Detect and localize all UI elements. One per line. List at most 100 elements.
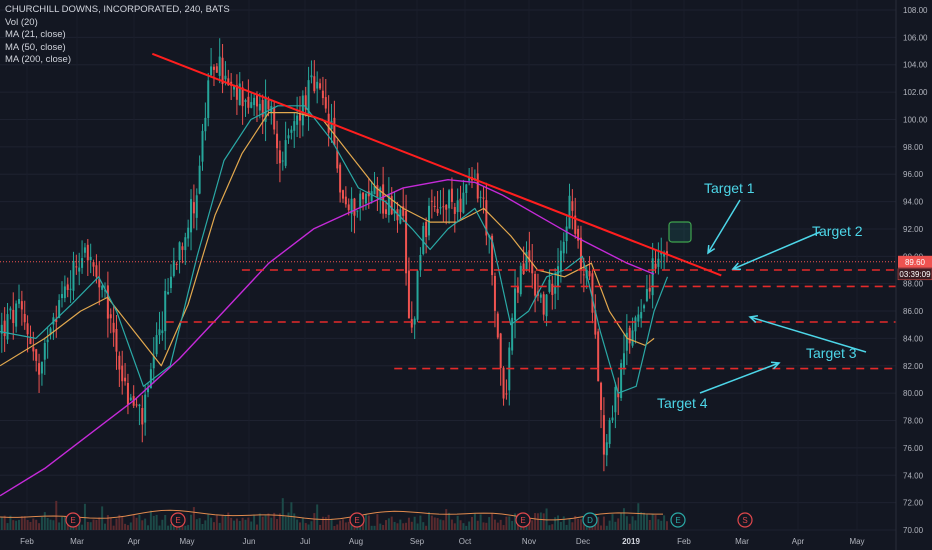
candle-body	[643, 305, 646, 309]
volume-bar	[665, 521, 668, 530]
volume-bar	[574, 515, 577, 530]
candle-body	[390, 196, 393, 215]
volume-bar	[410, 521, 413, 530]
candle-body	[319, 83, 322, 89]
volume-bar	[597, 517, 600, 530]
volume-bar	[625, 516, 628, 530]
volume-bar	[651, 513, 654, 530]
volume-bar	[341, 519, 344, 530]
volume-bar	[367, 515, 370, 530]
candle-body	[450, 188, 453, 202]
volume-bar	[557, 515, 560, 530]
volume-bar	[316, 504, 319, 530]
candle-body	[341, 190, 344, 199]
volume-bar	[508, 516, 511, 530]
candle-body	[465, 184, 468, 193]
volume-bar	[571, 522, 574, 530]
x-tick-label: Apr	[128, 537, 141, 546]
candle-body	[135, 404, 138, 406]
volume-bar	[164, 514, 167, 530]
volume-bar	[307, 524, 310, 530]
volume-bar	[407, 517, 410, 530]
time-axis[interactable]: Feb Mar Apr May Jun Jul Aug Sep Oct Nov Dec 2019 Feb…	[20, 537, 864, 546]
candle-body	[448, 190, 451, 209]
volume-bar	[645, 514, 648, 530]
volume-bar	[390, 516, 393, 530]
volume-bar	[187, 524, 190, 530]
volume-bar	[221, 515, 224, 530]
candle-body	[293, 121, 296, 131]
x-tick-label: May	[849, 537, 864, 546]
candle-body	[657, 258, 660, 267]
volume-bar	[491, 513, 494, 530]
candle-body	[436, 209, 439, 214]
y-tick-label: 104.00	[903, 61, 928, 70]
price-axis[interactable]: 108.00 106.00 104.00 102.00 100.00 98.00 96.00…	[895, 0, 932, 550]
volume-ma-line	[0, 509, 663, 521]
candle-body	[568, 195, 571, 229]
candle-body	[376, 185, 379, 197]
candle-body	[339, 164, 342, 193]
candle-body	[571, 201, 574, 211]
volume-bar	[250, 521, 253, 530]
legend-ma200[interactable]: MA (200, close)	[5, 54, 71, 65]
symbol-title[interactable]: CHURCHILL DOWNS, INCORPORATED, 240, BATS	[5, 4, 230, 15]
volume-bar	[373, 525, 376, 530]
volume-bar	[485, 522, 488, 530]
legend-ma21[interactable]: MA (21, close)	[5, 29, 66, 40]
candle-body	[313, 76, 316, 92]
x-tick-label: Dec	[576, 537, 590, 546]
volume-bar	[565, 524, 568, 530]
volume-bar	[539, 512, 542, 530]
volume-bar	[542, 513, 545, 530]
volume-bar	[548, 525, 551, 530]
volume-bar	[577, 518, 580, 530]
candle-body	[321, 90, 324, 99]
legend-volume[interactable]: Vol (20)	[5, 16, 38, 28]
volume-bar	[488, 517, 491, 530]
y-tick-label: 96.00	[903, 170, 924, 179]
volume-bar	[6, 523, 9, 530]
volume-bar	[276, 519, 279, 530]
candle-body	[579, 237, 582, 270]
target-arrowhead	[770, 361, 781, 370]
volume-bar	[608, 520, 611, 530]
candle-body	[195, 195, 198, 218]
volume-bar	[58, 522, 61, 530]
volume-bar	[132, 514, 135, 530]
event-marker-label: E	[675, 516, 680, 525]
candle-body	[631, 330, 634, 346]
candle-body	[172, 260, 175, 276]
volume-bar	[258, 513, 261, 530]
candle-body	[276, 133, 279, 149]
legend-ma50[interactable]: MA (50, close)	[5, 41, 66, 53]
candle-body	[511, 317, 514, 351]
x-tick-label: Mar	[735, 537, 749, 546]
y-tick-label: 82.00	[903, 362, 924, 371]
candle-body	[250, 102, 253, 108]
volume-bar	[370, 525, 373, 530]
candle-body	[75, 266, 78, 268]
candle-body	[422, 226, 425, 254]
volume-bar	[554, 517, 557, 530]
volume-bar	[379, 523, 382, 530]
volume-bar	[551, 524, 554, 530]
volume-bar	[161, 519, 164, 530]
candle-body	[428, 205, 431, 236]
volume-bar	[138, 514, 141, 530]
chart-grid	[0, 9, 896, 531]
candle-body	[559, 250, 562, 272]
ma50-line	[0, 111, 655, 367]
event-marker	[582, 512, 598, 528]
volume-bar	[253, 514, 256, 530]
candle-body	[301, 95, 304, 126]
candle-body	[83, 247, 86, 253]
volume-bar	[129, 522, 132, 530]
candle-body	[155, 335, 158, 355]
target-arrowhead	[731, 262, 742, 271]
volume-bar	[353, 524, 356, 530]
candle-body	[442, 206, 445, 208]
candle-body	[284, 140, 287, 166]
